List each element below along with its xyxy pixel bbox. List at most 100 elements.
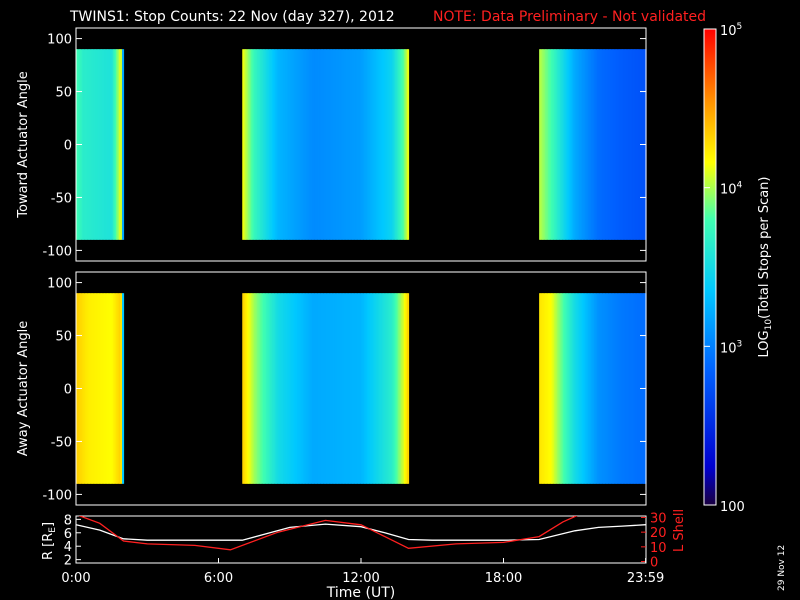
heatmap-column [98,49,101,240]
heatmap-column [349,49,352,240]
heatmap-column [401,293,404,484]
heatmap-column [86,49,89,240]
heatmap-column [386,293,389,484]
heatmap-column [358,49,361,240]
heatmap-column [613,49,616,240]
heatmap-column [84,49,87,240]
heatmap-column [347,49,350,240]
heatmap-column [260,49,263,240]
heatmap-column [405,49,408,240]
heatmap-column [580,49,583,240]
heatmap-column [568,293,571,484]
heatmap-column [87,293,90,484]
preliminary-note: NOTE: Data Preliminary - Not validated [433,9,706,25]
heatmap-column [89,293,92,484]
heatmap-column [101,49,104,240]
heatmap-column [368,49,371,240]
heatmap-column [392,293,395,484]
heatmap-column [282,293,285,484]
heatmap-column [350,293,353,484]
heatmap-column [540,293,543,484]
heatmap-column [599,49,603,240]
heatmap-column [312,293,315,484]
heatmap-column [274,49,277,240]
heatmap-column [113,49,116,240]
heatmap-column [594,49,597,240]
heatmap-column [556,49,560,240]
heatmap-column [267,49,270,240]
heatmap-column [303,49,306,240]
heatmap-column [314,49,318,240]
heatmap-column [111,49,114,240]
heatmap-column [395,49,398,240]
y-tick-label: 4 [64,540,72,555]
date-stamp: 29 Nov 12 [777,545,787,591]
heatmap-column [552,49,555,240]
heatmap-column [539,293,542,484]
heatmap-column [384,293,387,484]
x-tick-label: 18:00 [485,571,522,586]
heatmap-column [561,293,564,484]
heatmap-column [622,293,625,484]
heatmap-column [356,293,359,484]
heatmap-column [286,49,289,240]
heatmap-column [306,293,309,484]
heatmap-column [310,49,313,240]
heatmap-column [607,293,610,484]
heatmap-column [267,293,270,484]
y-tick-label: -50 [51,191,72,206]
colorbar-tick-label: 105 [720,22,742,39]
heatmap-column [285,293,288,484]
y-tick-label: 8 [64,513,72,528]
heatmap-column [120,293,123,484]
heatmap-column [319,293,322,484]
heatmap-column [601,49,604,240]
heatmap-column [543,49,546,240]
heatmap-column [594,293,597,484]
heatmap-column [574,49,577,240]
heatmap-column [623,293,626,484]
heatmap-column [383,49,386,240]
heatmap-column [378,293,381,484]
heatmap-column [551,293,554,484]
heatmap-column [583,49,586,240]
heatmap-column [298,49,301,240]
heatmap-column [629,49,632,240]
heatmap-column [396,49,399,240]
heatmap-column [599,293,603,484]
heatmap-column [114,49,117,240]
heatmap-column [608,49,611,240]
heatmap-column [326,49,329,240]
x-tick-label: 12:00 [342,571,379,586]
heatmap-column [634,293,637,484]
heatmap-column [346,49,349,240]
left-axis-label: R [RE] [41,522,58,560]
heatmap-column [116,49,119,240]
colorbar-gradient [704,29,716,505]
heatmap-column [568,49,571,240]
heatmap-column [371,293,374,484]
heatmap-column [355,293,358,484]
heatmap-column [334,49,337,240]
heatmap-column [93,293,96,484]
heatmap-column [266,293,269,484]
heatmap-column [589,49,592,240]
heatmap-column [619,49,622,240]
heatmap-column [628,49,631,240]
heatmap-column [398,293,401,484]
heatmap-column [631,293,634,484]
heatmap-column [335,293,338,484]
heatmap-column [255,49,258,240]
heatmap-column [246,49,249,240]
toward-heatmap-panel: 100 50 0 -50 -100 Toward Actuator Angle [16,27,647,262]
heatmap-column [401,49,404,240]
heatmap-column [276,49,279,240]
heatmap-column [122,293,125,484]
radius-line [76,523,646,541]
heatmap-column [559,49,562,240]
heatmap-column [325,49,328,240]
heatmap-column [574,293,577,484]
heatmap-column [362,293,365,484]
heatmap-column [90,293,93,484]
heatmap-column [617,49,620,240]
